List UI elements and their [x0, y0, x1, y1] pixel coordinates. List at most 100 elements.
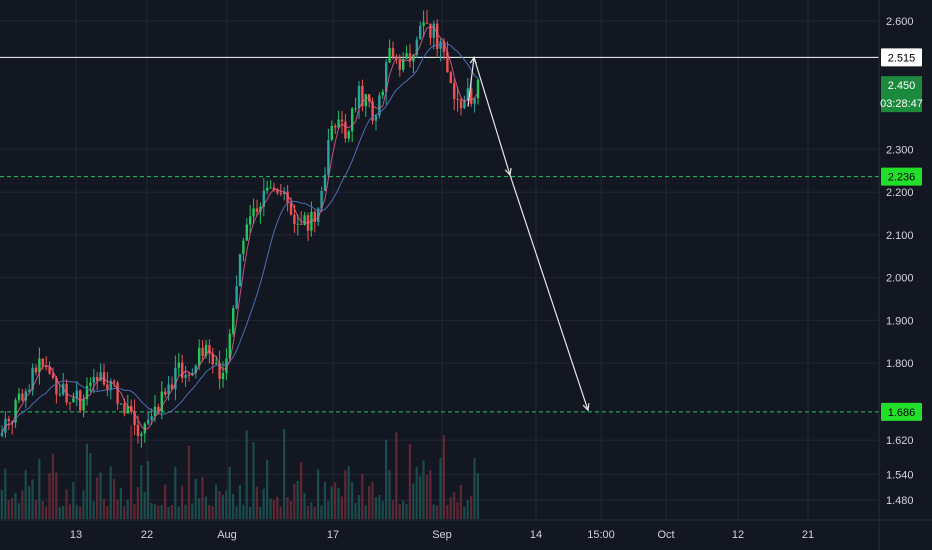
candle-body: [225, 358, 228, 373]
level-badge: [881, 167, 922, 186]
volume-bar: [446, 504, 449, 519]
slow-ma-line: [1, 43, 479, 433]
level-badge-label: 2.236: [888, 172, 916, 184]
candle-body: [436, 23, 439, 49]
volume-bar: [228, 466, 231, 519]
level-badge-label: 1.686: [888, 407, 916, 419]
candle-body: [17, 393, 21, 401]
volume-bar: [75, 504, 78, 519]
volume-bar: [286, 497, 289, 519]
candle-body: [463, 100, 466, 109]
volume-bar: [11, 498, 14, 519]
candle-body: [211, 353, 214, 365]
volume-bar: [201, 477, 204, 519]
volume-bar: [303, 493, 306, 519]
volume-bar: [198, 498, 201, 519]
candle-body: [391, 48, 395, 57]
volume-bar: [364, 505, 367, 519]
volume-bar: [208, 505, 211, 519]
candle-body: [456, 98, 459, 100]
volume-bar: [170, 504, 173, 519]
volume-bar: [344, 470, 347, 519]
volume-bar: [388, 470, 391, 519]
volume-bar: [34, 499, 37, 519]
volume-bar: [204, 496, 207, 519]
volume-bar: [116, 499, 119, 519]
volume-bar: [289, 501, 292, 519]
candle-body: [75, 390, 78, 398]
volume-bar: [391, 500, 394, 519]
candle-body: [334, 125, 337, 128]
horizontal-levels: [0, 56, 879, 413]
candle-body: [351, 108, 354, 132]
current-price-label: 2.450: [888, 80, 916, 92]
price-badges: 2.515 2.236 1.686 2.450 03:28:47: [880, 48, 923, 421]
candle-body: [408, 53, 412, 62]
volume-bar: [323, 481, 326, 519]
volume-bar: [232, 493, 235, 519]
volume-bar: [317, 469, 320, 519]
volume-bar: [442, 435, 445, 519]
volume-bar: [133, 504, 136, 519]
volume-bar: [398, 504, 401, 519]
candle-body: [7, 418, 10, 422]
candle-body: [218, 363, 221, 380]
volume-bar: [354, 503, 357, 519]
candle-body: [150, 416, 153, 420]
volume-bar: [38, 458, 41, 519]
volume-bar: [99, 472, 102, 519]
candle-body: [221, 372, 225, 380]
candle-body: [133, 411, 136, 425]
candle-body: [119, 403, 123, 405]
candle-body: [48, 367, 51, 374]
volume-bar: [476, 473, 479, 519]
volume-bar: [276, 496, 279, 519]
volume-bar: [184, 504, 187, 519]
arrowhead-up: [469, 56, 477, 65]
volume-bar: [21, 490, 24, 519]
candle-body: [422, 22, 425, 26]
x-tick-label: 22: [141, 529, 153, 541]
x-tick-label: Aug: [217, 529, 237, 541]
volume-bar: [177, 506, 180, 519]
level-badge-label: 2.515: [888, 52, 916, 64]
volume-bar: [218, 491, 221, 519]
volume-bar: [31, 479, 34, 519]
candle-body: [269, 187, 272, 189]
volume-bar: [14, 492, 17, 519]
volume-bar: [106, 505, 109, 519]
current-price-badge: [881, 76, 922, 113]
y-tick-label: 2.000: [886, 273, 914, 285]
candle-body: [194, 365, 197, 374]
candle-body: [347, 131, 350, 139]
volume-bar: [68, 504, 71, 519]
candle-body: [55, 377, 58, 395]
volume-bar: [157, 505, 160, 519]
time-axis[interactable]: 13 22 Aug 17 Sep 14 15:00 Oct 12 21: [0, 519, 932, 541]
volume-bar: [466, 500, 469, 519]
candle-body: [412, 55, 415, 62]
volume-bar: [174, 466, 177, 519]
candle-body: [31, 367, 34, 391]
volume-bar: [412, 483, 415, 519]
candle-body: [164, 391, 167, 395]
volume-bar: [266, 460, 269, 519]
volume-bar: [300, 462, 303, 519]
volume-bar: [262, 488, 265, 519]
volume-bar: [194, 478, 197, 519]
volume-bar: [327, 500, 330, 519]
candle-body: [136, 424, 140, 436]
candle-body: [201, 347, 204, 356]
volume-bar: [279, 506, 282, 519]
candle-body: [313, 211, 316, 223]
candle-body: [303, 215, 306, 225]
candle-body: [381, 91, 384, 96]
volume-bar: [238, 484, 241, 519]
candle-body: [432, 23, 435, 38]
volume-bar: [272, 500, 275, 519]
volume-bar: [164, 484, 167, 519]
volume-bar: [136, 487, 139, 519]
volume-bar: [143, 491, 146, 519]
volume-bar: [422, 460, 425, 519]
